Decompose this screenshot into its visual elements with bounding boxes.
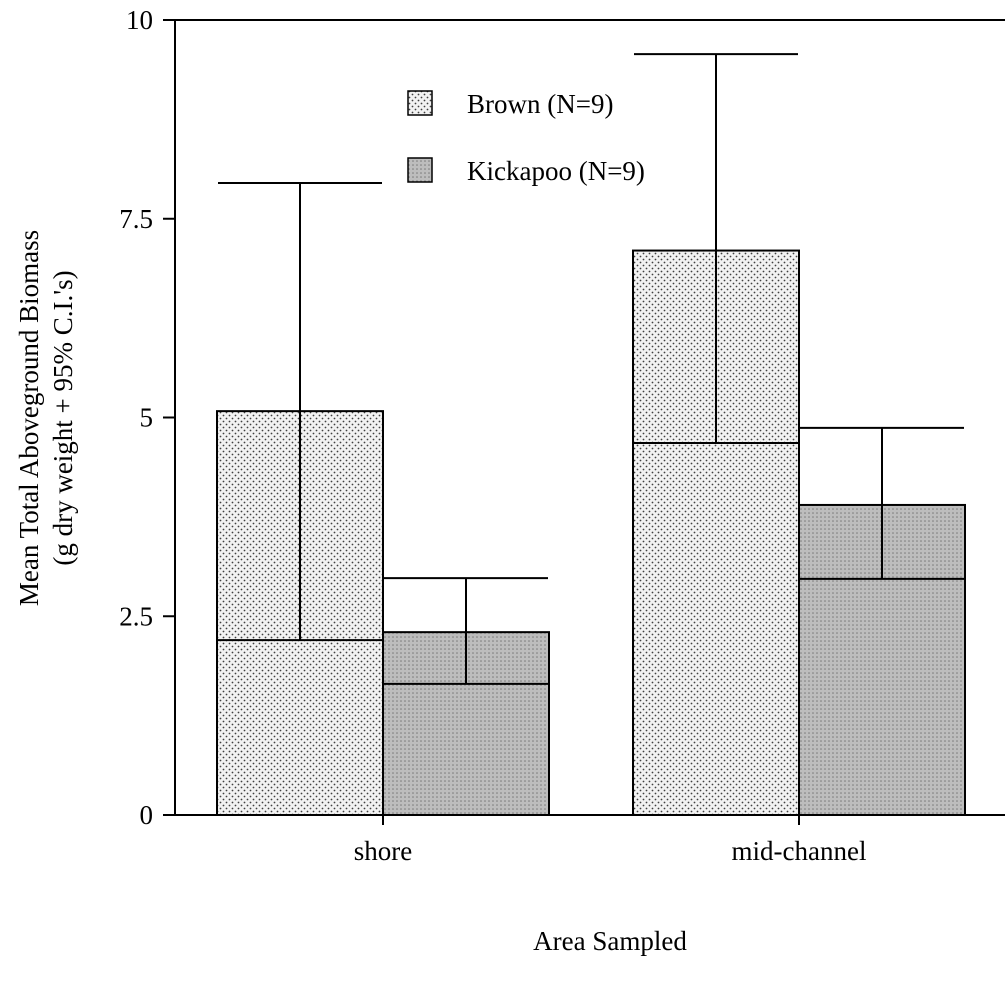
y-tick-label: 7.5 (119, 204, 153, 234)
y-tick-label: 10 (126, 5, 153, 35)
y-ticks-layer: 0 2.5 5 7.5 10 (119, 5, 175, 830)
error-bars-layer (218, 53, 964, 685)
legend-label-brown: Brown (N=9) (467, 89, 613, 119)
legend-label-kickapoo: Kickapoo (N=9) (467, 156, 645, 186)
y-tick-label: 2.5 (119, 601, 153, 631)
bars-layer (216, 249, 966, 817)
y-tick-label: 5 (140, 403, 154, 433)
legend-swatch-brown (407, 90, 433, 116)
x-tick-label-mid-channel: mid-channel (732, 836, 867, 866)
x-tick-label-shore: shore (354, 836, 412, 866)
legend: Brown (N=9) Kickapoo (N=9) (407, 89, 645, 186)
y-axis-label-line1: Mean Total Aboveground Biomass (14, 230, 44, 606)
legend-swatch-kickapoo (407, 157, 433, 183)
y-tick-label: 0 (140, 800, 154, 830)
x-ticks-layer: shore mid-channel (354, 815, 867, 866)
x-axis-label: Area Sampled (533, 926, 687, 956)
y-axis-label-line2: (g dry weight + 95% C.I.'s) (48, 270, 78, 565)
